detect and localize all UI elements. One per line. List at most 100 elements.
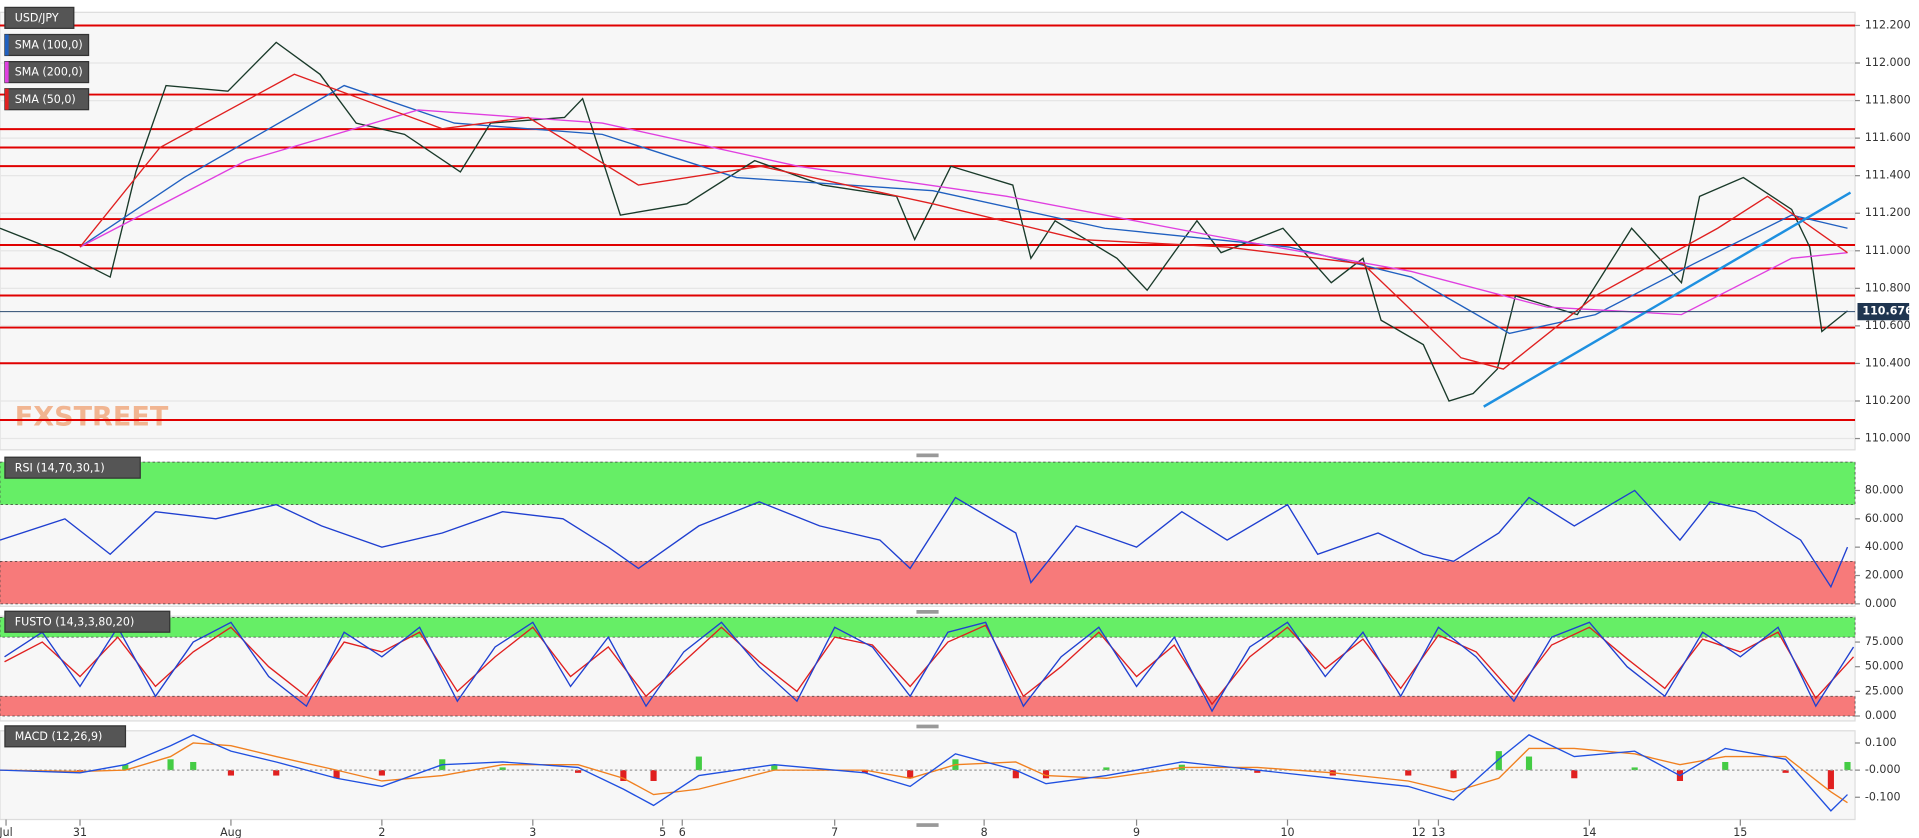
series-line (0, 742, 1848, 804)
x-tick-label: 14 (1582, 826, 1596, 838)
x-tick-label: 7 (831, 826, 838, 838)
y-tick-label: 110.800 (1865, 281, 1911, 294)
y-tick-label: 110.400 (1865, 356, 1911, 369)
histogram-bar (1450, 770, 1457, 779)
x-tick-label: 31 (73, 826, 87, 838)
histogram-bar (1012, 770, 1019, 779)
histogram-bar (1254, 770, 1261, 773)
title-box (4, 6, 75, 29)
panel-title: USD/JPY (15, 11, 59, 24)
band (0, 560, 1856, 605)
y-tick-label: 20.000 (1865, 569, 1904, 582)
histogram-bar (122, 764, 129, 771)
series-line (0, 41, 1848, 402)
legend-swatch (4, 88, 9, 110)
x-tick-label: 12 (1412, 826, 1426, 838)
x-tick-label: 15 (1733, 826, 1747, 838)
histogram-bar (273, 770, 280, 776)
histogram-bar (907, 770, 914, 779)
y-tick-label: 111.600 (1865, 131, 1911, 144)
x-tick-label: 5 (659, 826, 666, 838)
panel-title: RSI (14,70,30,1) (15, 461, 105, 474)
histogram-bar (695, 756, 702, 771)
histogram-bar (1571, 770, 1578, 779)
legend-label: SMA (100,0) (15, 39, 83, 52)
title-box (4, 725, 127, 748)
y-tick-label: 110.200 (1865, 394, 1911, 407)
watermark: FXSTREET (15, 401, 169, 432)
series-line (1483, 191, 1852, 408)
legend-label: SMA (50,0) (15, 93, 76, 106)
y-tick-label: 110.600 (1865, 319, 1911, 332)
histogram-bar (1495, 751, 1502, 771)
histogram-bar (1782, 770, 1789, 773)
y-tick-label: 0.000 (1865, 709, 1897, 722)
y-tick-label: -0.000 (1865, 763, 1901, 776)
histogram-bar (620, 770, 627, 781)
histogram-bar (333, 770, 340, 779)
y-tick-label: 40.000 (1865, 540, 1904, 553)
histogram-bar (1722, 761, 1729, 771)
y-tick-label: 111.200 (1865, 206, 1911, 219)
y-tick-label: 111.000 (1865, 244, 1911, 257)
series-line (0, 489, 1849, 589)
x-tick-label: 10 (1280, 826, 1294, 838)
panel-handle (916, 823, 939, 827)
legend-swatch (4, 34, 9, 56)
histogram-bar (650, 770, 657, 781)
panel-handle (916, 453, 939, 458)
histogram-bar (861, 770, 868, 773)
legend-label: SMA (200,0) (15, 66, 83, 79)
series-line (0, 734, 1848, 812)
histogram-bar (1405, 770, 1412, 776)
y-tick-label: 80.000 (1865, 483, 1904, 496)
histogram-bar (771, 764, 778, 771)
histogram-bar (1042, 770, 1050, 779)
x-tick-label: Aug (220, 826, 242, 838)
band (0, 617, 1856, 638)
y-tick-label: 0.000 (1865, 597, 1897, 610)
histogram-bar (1844, 761, 1851, 771)
histogram-bar (1525, 756, 1533, 771)
histogram-bar (76, 770, 84, 772)
series-line (79, 84, 1848, 335)
y-tick-label: 111.400 (1865, 169, 1911, 182)
histogram-bar (378, 770, 385, 776)
legend-swatch (4, 61, 9, 83)
band (0, 695, 1856, 717)
y-tick-label: -0.100 (1865, 790, 1901, 803)
x-tick-label: 3 (529, 826, 536, 838)
series-line (4, 621, 1855, 713)
panel-handle (916, 724, 939, 729)
x-tick-label: Jul (0, 826, 13, 838)
panel-background (0, 730, 1856, 821)
histogram-bar (227, 770, 235, 776)
series-line (79, 73, 1848, 370)
x-tick-label: 9 (1133, 826, 1140, 838)
histogram-bar (1631, 767, 1638, 771)
last-price-label: 110.676 (1862, 305, 1913, 318)
band (0, 461, 1856, 506)
histogram-bar (1827, 770, 1834, 790)
y-tick-label: 75.000 (1865, 635, 1904, 648)
histogram-bar (499, 767, 506, 771)
y-tick-label: 60.000 (1865, 512, 1904, 525)
histogram-bar (575, 770, 582, 773)
y-tick-label: 112.000 (1865, 56, 1911, 69)
title-box (4, 456, 141, 479)
x-tick-label: 8 (981, 826, 988, 838)
y-tick-label: 112.200 (1865, 18, 1911, 31)
title-box (4, 610, 171, 633)
series-line (79, 109, 1848, 316)
panel-handle (916, 610, 939, 614)
y-tick-label: 25.000 (1865, 684, 1904, 697)
histogram-bar (190, 761, 197, 771)
y-tick-label: 50.000 (1865, 660, 1904, 673)
x-tick-label: 2 (378, 826, 385, 838)
panel-background (0, 11, 1856, 451)
x-tick-label: 6 (679, 826, 686, 838)
x-tick-label: 13 (1431, 826, 1445, 838)
panel-title: FUSTO (14,3,3,80,20) (15, 615, 135, 628)
